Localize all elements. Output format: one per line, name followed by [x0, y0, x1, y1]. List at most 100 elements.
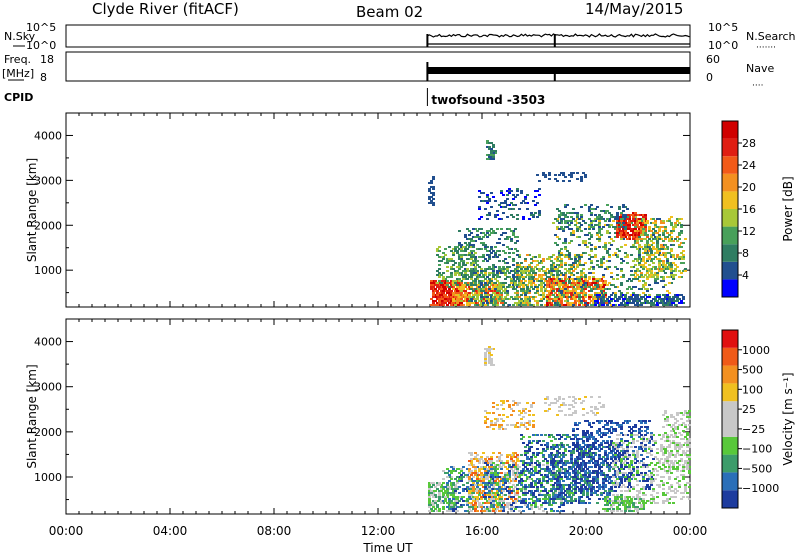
power-echo-cell: [472, 256, 475, 258]
power-echo-cell: [522, 290, 525, 292]
power-echo-cell: [670, 240, 673, 242]
power-echo-cell: [462, 254, 465, 256]
velocity-echo-cell: [476, 466, 479, 468]
power-echo-cell: [530, 268, 533, 270]
power-echo-cell: [516, 290, 519, 292]
power-echo-cell: [464, 274, 467, 276]
power-echo-cell: [580, 180, 583, 182]
power-echo-cell: [440, 274, 443, 276]
power-echo-cell: [456, 270, 459, 272]
power-echo-cell: [546, 290, 549, 292]
power-echo-cell: [576, 294, 579, 296]
power-echo-cell: [470, 302, 473, 304]
power-echo-cell: [566, 220, 569, 222]
power-echo-cell: [640, 274, 643, 276]
power-echo-cell: [652, 242, 655, 244]
power-echo-cell: [572, 270, 575, 272]
power-echo-cell: [642, 216, 645, 218]
power-echo-cell: [540, 282, 543, 284]
power-echo-cell: [492, 150, 495, 152]
power-echo-cell: [514, 242, 517, 244]
power-echo-cell: [634, 242, 637, 244]
power-echo-cell: [610, 298, 613, 300]
power-echo-cell: [498, 284, 501, 286]
power-echo-cell: [436, 298, 439, 300]
power-echo-cell: [658, 254, 661, 256]
power-echo-cell: [496, 256, 499, 258]
velocity-echo-cell: [482, 506, 485, 508]
power-echo-cell: [654, 274, 657, 276]
power-echo-cell: [532, 256, 535, 258]
power-echo-cell: [442, 252, 445, 254]
velocity-echo-cell: [458, 496, 461, 498]
power-echo-cell: [578, 226, 581, 228]
power-echo-cell: [666, 268, 669, 270]
power-echo-cell: [476, 264, 479, 266]
power-echo-cell: [460, 288, 463, 290]
power-echo-cell: [450, 260, 453, 262]
velocity-echo-cell: [428, 482, 431, 484]
power-echo-cell: [572, 286, 575, 288]
power-echo-cell: [510, 240, 513, 242]
power-echo-cell: [598, 218, 601, 220]
power-echo-cell: [576, 278, 579, 280]
power-echo-cell: [642, 222, 645, 224]
power-echo-cell: [510, 238, 513, 240]
power-echo-cell: [436, 286, 439, 288]
power-echo-cell: [562, 214, 565, 216]
power-echo-cell: [458, 298, 461, 300]
power-echo-cell: [484, 234, 487, 236]
power-echo-cell: [632, 234, 635, 236]
power-echo-cell: [548, 270, 551, 272]
velocity-echo-cell: [428, 488, 431, 490]
velocity-echo-cell: [460, 476, 463, 478]
power-echo-cell: [472, 270, 475, 272]
power-echo-cell: [542, 270, 545, 272]
power-echo-cell: [454, 274, 457, 276]
power-echo-cell: [646, 258, 649, 260]
power-echo-cell: [530, 282, 533, 284]
power-echo-cell: [548, 282, 551, 284]
power-echo-cell: [612, 226, 615, 228]
power-echo-cell: [596, 300, 599, 302]
power-echo-cell: [564, 300, 567, 302]
power-echo-cell: [644, 248, 647, 250]
velocity-echo-cell: [438, 510, 441, 512]
power-echo-cell: [486, 290, 489, 292]
power-echo-cell: [500, 234, 503, 236]
power-echo-cell: [460, 254, 463, 256]
power-echo-cell: [632, 302, 635, 304]
power-echo-cell: [460, 246, 463, 248]
power-echo-cell: [434, 294, 437, 296]
power-echo-cell: [566, 296, 569, 298]
power-echo-cell: [602, 296, 605, 298]
power-echo-cell: [662, 246, 665, 248]
power-echo-cell: [534, 272, 537, 274]
power-echo-cell: [434, 288, 437, 290]
power-echo-cell: [560, 226, 563, 228]
power-echo-cell: [618, 298, 621, 300]
power-echo-cell: [556, 282, 559, 284]
power-echo-cell: [628, 222, 631, 224]
power-echo-cell: [562, 230, 565, 232]
power-echo-cell: [682, 242, 685, 244]
power-echo-cell: [500, 282, 503, 284]
power-echo-cell: [636, 222, 639, 224]
velocity-echo-cell: [452, 498, 455, 500]
power-echo-cell: [456, 278, 459, 280]
power-echo-cell: [654, 272, 657, 274]
power-echo-cell: [672, 276, 675, 278]
power-echo-cell: [498, 276, 501, 278]
power-echo-cell: [626, 262, 629, 264]
power-echo-cell: [586, 282, 589, 284]
power-echo-cell: [576, 264, 579, 266]
power-echo-cell: [478, 266, 481, 268]
power-echo-cell: [514, 298, 517, 300]
power-echo-cell: [456, 302, 459, 304]
velocity-echo-cell: [438, 492, 441, 494]
power-echo-cell: [588, 294, 591, 296]
power-echo-cell: [460, 266, 463, 268]
power-echo-cell: [654, 252, 657, 254]
power-echo-cell: [642, 220, 645, 222]
power-echo-cell: [654, 300, 657, 302]
